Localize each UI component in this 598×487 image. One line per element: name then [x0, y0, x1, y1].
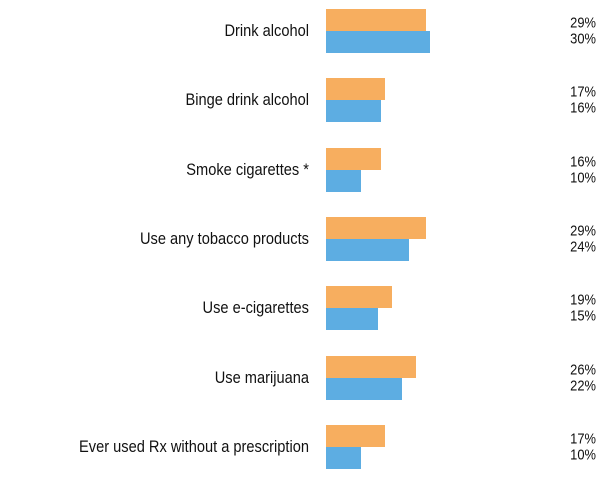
bar-series-1 [326, 78, 385, 101]
value-label: 29% [570, 222, 596, 240]
bar-series-1 [326, 216, 427, 239]
bar-series-2 [326, 169, 361, 192]
value-label: 16% [570, 153, 596, 171]
bar-series-2 [326, 308, 378, 331]
bar-series-2 [326, 31, 430, 53]
value-label: 10% [570, 446, 596, 464]
bar-series-2 [326, 100, 382, 123]
value-label: 10% [570, 169, 596, 187]
category-label: Use any tobacco products [139, 228, 309, 248]
bar-series-2 [326, 377, 402, 400]
category-label: Use marijuana [214, 367, 309, 387]
bar-series-2 [326, 238, 409, 261]
bar-series-1 [326, 355, 416, 378]
category-label: Use e-cigarettes [202, 298, 309, 318]
value-label: 15% [570, 307, 596, 325]
value-label: 19% [570, 291, 596, 309]
value-label: 26% [570, 361, 596, 378]
category-label: Ever used Rx without a prescription [79, 436, 309, 456]
value-label: 16% [570, 99, 596, 117]
bar-series-1 [326, 9, 427, 31]
bar-series-1 [326, 147, 382, 170]
category-label: Drink alcohol [224, 21, 309, 40]
category-label: Binge drink alcohol [185, 90, 309, 110]
bar-series-2 [326, 446, 361, 469]
bar-series-1 [326, 424, 385, 447]
value-label: 17% [570, 430, 596, 448]
value-label: 22% [570, 377, 596, 394]
value-label: 24% [570, 238, 596, 256]
value-label: 17% [570, 83, 596, 101]
value-label: 30% [570, 30, 596, 48]
value-label: 29% [570, 14, 596, 32]
category-label: Smoke cigarettes * [186, 159, 309, 179]
bar-series-1 [326, 286, 392, 309]
